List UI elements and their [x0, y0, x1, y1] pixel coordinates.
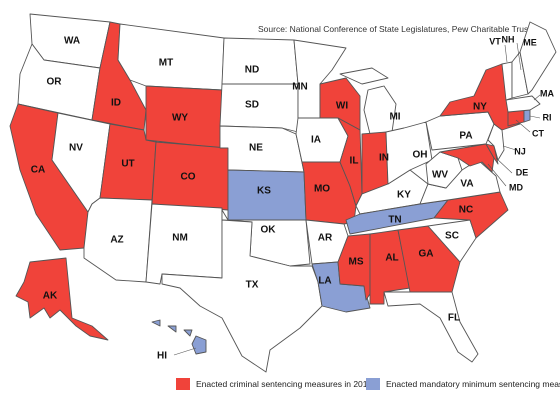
label-md: MD: [509, 182, 523, 192]
label-ny: NY: [473, 102, 487, 113]
state-il[interactable]: [337, 117, 363, 207]
state-ak[interactable]: [15, 257, 109, 341]
label-ky: KY: [397, 190, 411, 201]
legend-label-red: Enacted criminal sentencing measures in …: [196, 379, 373, 389]
label-de: DE: [516, 167, 529, 177]
legend-criminal-sentencing: Enacted criminal sentencing measures in …: [176, 378, 372, 390]
label-ut: UT: [121, 159, 134, 170]
label-ri: RI: [543, 112, 552, 122]
label-ak: AK: [43, 291, 58, 302]
label-or: OR: [47, 77, 63, 88]
label-mi: MI: [389, 112, 400, 123]
label-il: IL: [350, 156, 359, 167]
state-ga[interactable]: [397, 225, 461, 293]
state-de[interactable]: [485, 143, 499, 165]
label-ar: AR: [318, 233, 333, 244]
state-nm[interactable]: [145, 203, 223, 285]
label-nj: NJ: [514, 146, 526, 156]
state-me[interactable]: [519, 21, 557, 95]
legend-swatch-red: [176, 378, 190, 390]
label-mo: MO: [314, 184, 330, 195]
label-pa: PA: [459, 131, 472, 142]
label-ms: MS: [349, 257, 364, 268]
label-sc: SC: [445, 231, 459, 242]
label-ks: KS: [257, 186, 271, 197]
label-leaders: [173, 42, 541, 356]
label-nh: NH: [502, 34, 515, 44]
label-fl: FL: [448, 313, 460, 324]
label-tx: TX: [246, 280, 259, 291]
label-ct: CT: [532, 128, 544, 138]
label-nd: ND: [245, 65, 259, 76]
state-ia[interactable]: [295, 117, 349, 163]
label-wa: WA: [64, 36, 80, 47]
label-nv: NV: [69, 143, 83, 154]
label-ok: OK: [261, 225, 277, 236]
label-mt: MT: [159, 58, 173, 69]
label-wv: WV: [432, 170, 448, 181]
legend-swatch-blue: [366, 378, 380, 390]
state-ri[interactable]: [523, 109, 531, 123]
label-id: ID: [111, 98, 121, 109]
label-nc: NC: [459, 205, 473, 216]
label-az: AZ: [110, 235, 123, 246]
label-ia: IA: [311, 135, 321, 146]
label-wi: WI: [336, 101, 348, 112]
label-hi: HI: [157, 351, 167, 362]
label-va: VA: [460, 179, 473, 190]
state-nd[interactable]: [221, 37, 299, 85]
label-tn: TN: [388, 215, 401, 226]
label-ne: NE: [249, 143, 263, 154]
label-al: AL: [385, 253, 398, 264]
state-hi[interactable]: [151, 319, 207, 355]
label-in: IN: [379, 153, 389, 164]
source-note: Source: National Conference of State Leg…: [258, 24, 535, 34]
label-nm: NM: [172, 233, 188, 244]
state-fl[interactable]: [383, 291, 479, 363]
legend-mandatory-minimum: Enacted mandatory minimum sentencing mea…: [366, 378, 560, 390]
label-me: ME: [523, 37, 537, 47]
label-ma: MA: [540, 88, 554, 98]
label-wy: WY: [172, 113, 188, 124]
label-oh: OH: [413, 150, 428, 161]
state-ma[interactable]: [505, 95, 541, 113]
label-la: LA: [318, 276, 331, 287]
label-ca: CA: [31, 165, 45, 176]
label-vt: VT: [489, 36, 501, 46]
state-ct[interactable]: [507, 109, 525, 127]
label-co: CO: [181, 172, 196, 183]
state-tx[interactable]: [161, 219, 323, 373]
state-sd[interactable]: [219, 83, 299, 133]
label-mn: MN: [292, 82, 308, 93]
label-ga: GA: [419, 249, 434, 260]
label-sd: SD: [245, 100, 259, 111]
legend-label-blue: Enacted mandatory minimum sentencing mea…: [386, 379, 560, 389]
